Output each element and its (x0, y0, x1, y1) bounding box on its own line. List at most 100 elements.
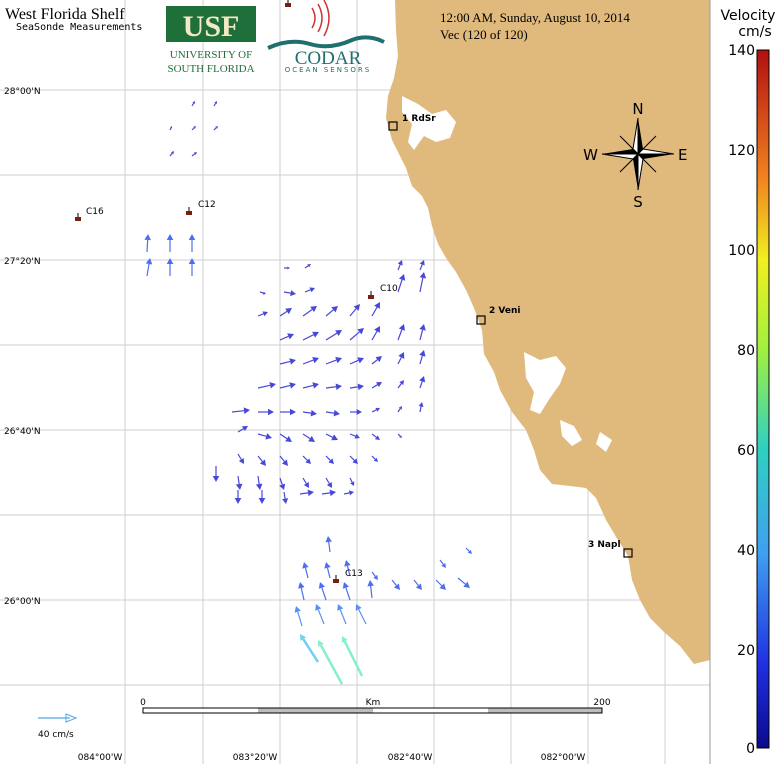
current-vector-head (350, 481, 355, 486)
colorbar-tick: 120 (728, 143, 755, 159)
current-vector (419, 381, 423, 389)
current-vector (435, 579, 443, 587)
scale-bar: 0 Km 200 (140, 698, 611, 714)
svg-text:SOUTH FLORIDA: SOUTH FLORIDA (167, 63, 254, 75)
current-vector (257, 455, 263, 462)
lon-label: 084°00'W (78, 753, 123, 763)
lat-label: 28°00'N (4, 87, 41, 97)
current-vector (304, 567, 309, 579)
current-vector-head (367, 580, 374, 587)
current-vector-head (279, 483, 286, 490)
current-vector (349, 359, 359, 365)
current-vector-head (374, 302, 380, 309)
current-vector (279, 433, 288, 440)
current-vector-head (214, 101, 217, 104)
florida-landmass (386, 0, 710, 664)
current-vector-head (188, 234, 196, 240)
current-vector (370, 585, 373, 599)
current-vector (371, 455, 376, 460)
colorbar-title: Velocity (721, 8, 776, 24)
current-vector-head (352, 458, 358, 464)
current-vector (169, 152, 173, 157)
scale-unit: Km (366, 698, 381, 708)
current-vector-head (265, 433, 272, 440)
current-vector-head (373, 574, 378, 580)
current-vector-head (376, 382, 382, 388)
current-vector-head (349, 490, 354, 496)
current-vector (328, 541, 331, 553)
current-vector-head (262, 291, 266, 295)
current-vector (397, 357, 402, 365)
current-vector-head (289, 358, 296, 365)
vector-count: Vec (120 of 120) (440, 27, 528, 42)
current-vector-head (285, 435, 292, 442)
current-vector-head (290, 290, 296, 297)
current-vector-head (355, 604, 362, 611)
current-vector-head (419, 376, 426, 383)
current-vector-head (312, 331, 319, 338)
current-vector (413, 579, 419, 586)
current-vector (259, 291, 264, 294)
current-vector-head (419, 350, 426, 357)
current-vector (237, 475, 240, 485)
current-vector (371, 330, 378, 341)
current-vector-head (170, 126, 173, 129)
current-vector (213, 102, 217, 107)
station-markers: 1 RdSr 2 Veni 3 Napl (388, 114, 633, 558)
current-vector (302, 334, 314, 341)
current-vector (191, 102, 195, 107)
current-vector-head (317, 640, 324, 647)
current-vector (439, 559, 444, 565)
current-vector-head (374, 435, 380, 440)
station-label-veni: 2 Veni (489, 306, 520, 316)
current-vector-head (331, 434, 338, 441)
current-vector (325, 433, 333, 438)
current-vector-head (307, 489, 314, 497)
current-vector (146, 263, 150, 277)
current-vector (321, 492, 331, 495)
current-vector (325, 386, 337, 389)
current-vector (302, 433, 311, 440)
current-vector (304, 289, 311, 293)
current-vector (419, 406, 422, 413)
current-vector-head (305, 458, 311, 464)
current-vector (257, 475, 260, 485)
current-vector (231, 410, 245, 413)
current-vector (349, 308, 357, 317)
current-vector-head (315, 604, 322, 611)
buoy-icon (75, 217, 81, 221)
current-vector-head (463, 581, 470, 588)
current-vector-head (419, 272, 427, 279)
usf-logo: USF UNIVERSITY OF SOUTH FLORIDA (166, 6, 256, 75)
current-vector (346, 565, 351, 577)
current-vector (257, 313, 264, 317)
lon-label: 082°40'W (388, 753, 433, 763)
current-vector-head (242, 426, 248, 432)
current-vector (349, 331, 360, 341)
buoy-markers: C16 C12 C10 C13 (75, 0, 398, 583)
current-vector-head (354, 433, 360, 439)
current-vector (371, 433, 377, 438)
current-vector (283, 491, 286, 499)
current-vector (213, 127, 217, 131)
current-vector (321, 587, 327, 601)
current-vector (419, 355, 423, 365)
current-vector (299, 492, 309, 495)
velocity-colorbar: Velocity cm/s 140 120 100 80 60 40 20 0 (709, 0, 782, 764)
current-vector-head (393, 583, 400, 590)
current-vector-head (312, 357, 319, 364)
current-vector-head (212, 476, 220, 482)
current-vector (297, 611, 303, 627)
current-vector (371, 359, 378, 365)
current-vector-head (300, 634, 307, 641)
current-vector (319, 644, 344, 685)
current-vector-head (419, 324, 426, 331)
current-vector-head (399, 380, 404, 386)
current-vector (358, 609, 367, 625)
current-vector-head (375, 407, 380, 412)
current-vector-head (281, 459, 288, 466)
buoy-icon (285, 3, 291, 7)
current-vector-head (309, 287, 315, 293)
current-vector-head (312, 382, 319, 389)
current-vector (397, 383, 402, 389)
